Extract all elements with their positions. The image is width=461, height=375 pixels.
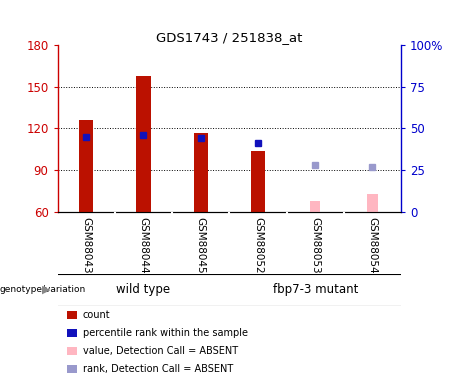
- Text: GSM88045: GSM88045: [196, 217, 206, 273]
- Bar: [136, 76, 151, 212]
- Text: rank, Detection Call = ABSENT: rank, Detection Call = ABSENT: [83, 364, 233, 374]
- Text: count: count: [83, 310, 110, 320]
- Bar: [251, 151, 265, 212]
- Text: fbp7-3 mutant: fbp7-3 mutant: [272, 283, 358, 296]
- Text: GSM88052: GSM88052: [253, 217, 263, 273]
- Text: genotype/variation: genotype/variation: [0, 285, 86, 294]
- Title: GDS1743 / 251838_at: GDS1743 / 251838_at: [156, 31, 302, 44]
- Text: ▶: ▶: [42, 285, 50, 295]
- Bar: [310, 201, 320, 212]
- Text: value, Detection Call = ABSENT: value, Detection Call = ABSENT: [83, 346, 237, 356]
- Text: GSM88053: GSM88053: [310, 217, 320, 273]
- Text: GSM88054: GSM88054: [367, 217, 378, 273]
- Text: wild type: wild type: [117, 283, 171, 296]
- Bar: [194, 133, 208, 212]
- Text: GSM88043: GSM88043: [81, 217, 91, 273]
- Bar: [367, 194, 378, 212]
- Text: percentile rank within the sample: percentile rank within the sample: [83, 328, 248, 338]
- Bar: [79, 120, 94, 212]
- Text: GSM88044: GSM88044: [138, 217, 148, 273]
